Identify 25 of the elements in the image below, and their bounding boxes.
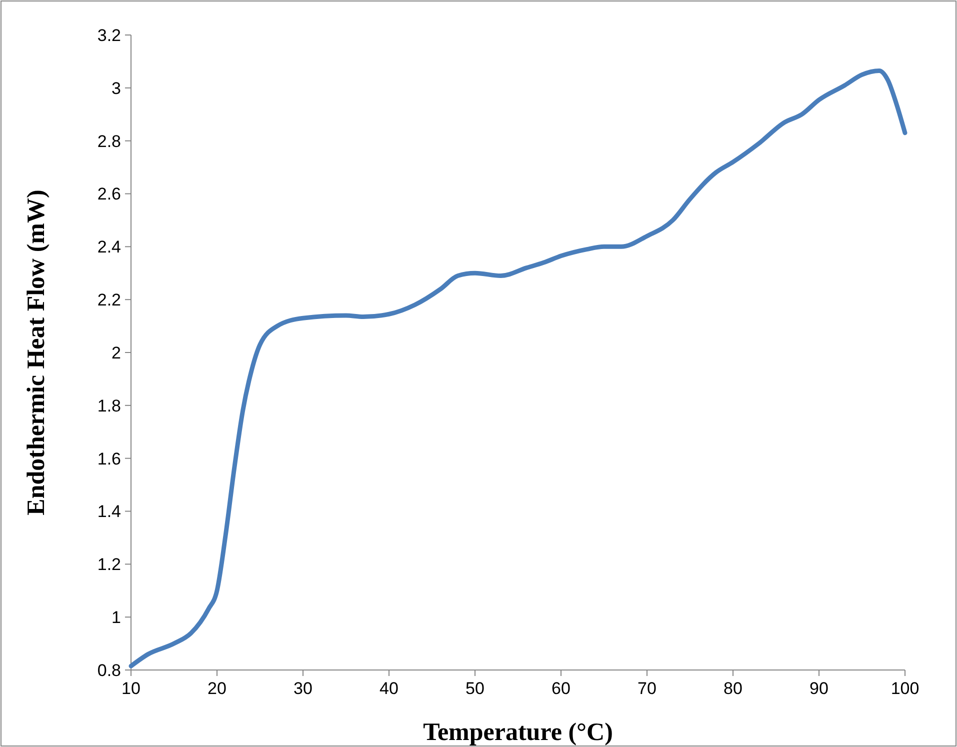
x-tick-label: 80: [724, 679, 742, 698]
y-tick-label: 2.2: [97, 290, 121, 310]
x-tick-label: 60: [552, 679, 570, 698]
x-tick-label: 50: [466, 679, 484, 698]
x-axis-title: Temperature (°C): [423, 719, 613, 746]
y-tick-label: 2: [112, 343, 121, 362]
x-tick-label: 90: [810, 679, 828, 698]
y-tick-label: 1.8: [97, 396, 121, 416]
x-tick-label: 70: [638, 679, 656, 698]
x-tick-label: 30: [294, 679, 312, 698]
x-tick-label: 10: [122, 679, 140, 698]
x-tick-label: 20: [208, 679, 226, 698]
x-tick-label: 40: [380, 679, 398, 698]
y-tick-label: 1.4: [97, 502, 121, 522]
y-axis-title: Endothermic Heat Flow (mW): [23, 190, 50, 516]
y-tick-label: 1.6: [97, 449, 121, 468]
y-tick-label: 2.4: [97, 238, 121, 257]
y-tick-label: 3: [112, 78, 121, 98]
y-tick-label: 2.6: [97, 184, 121, 204]
y-tick-label: 1.2: [97, 555, 121, 574]
y-tick-label: 2.8: [97, 132, 121, 151]
y-tick-label: 0.8: [97, 660, 121, 680]
y-tick-label: 3.2: [97, 26, 121, 45]
y-tick-label: 1: [112, 608, 121, 628]
x-tick-label: 100: [890, 679, 920, 698]
